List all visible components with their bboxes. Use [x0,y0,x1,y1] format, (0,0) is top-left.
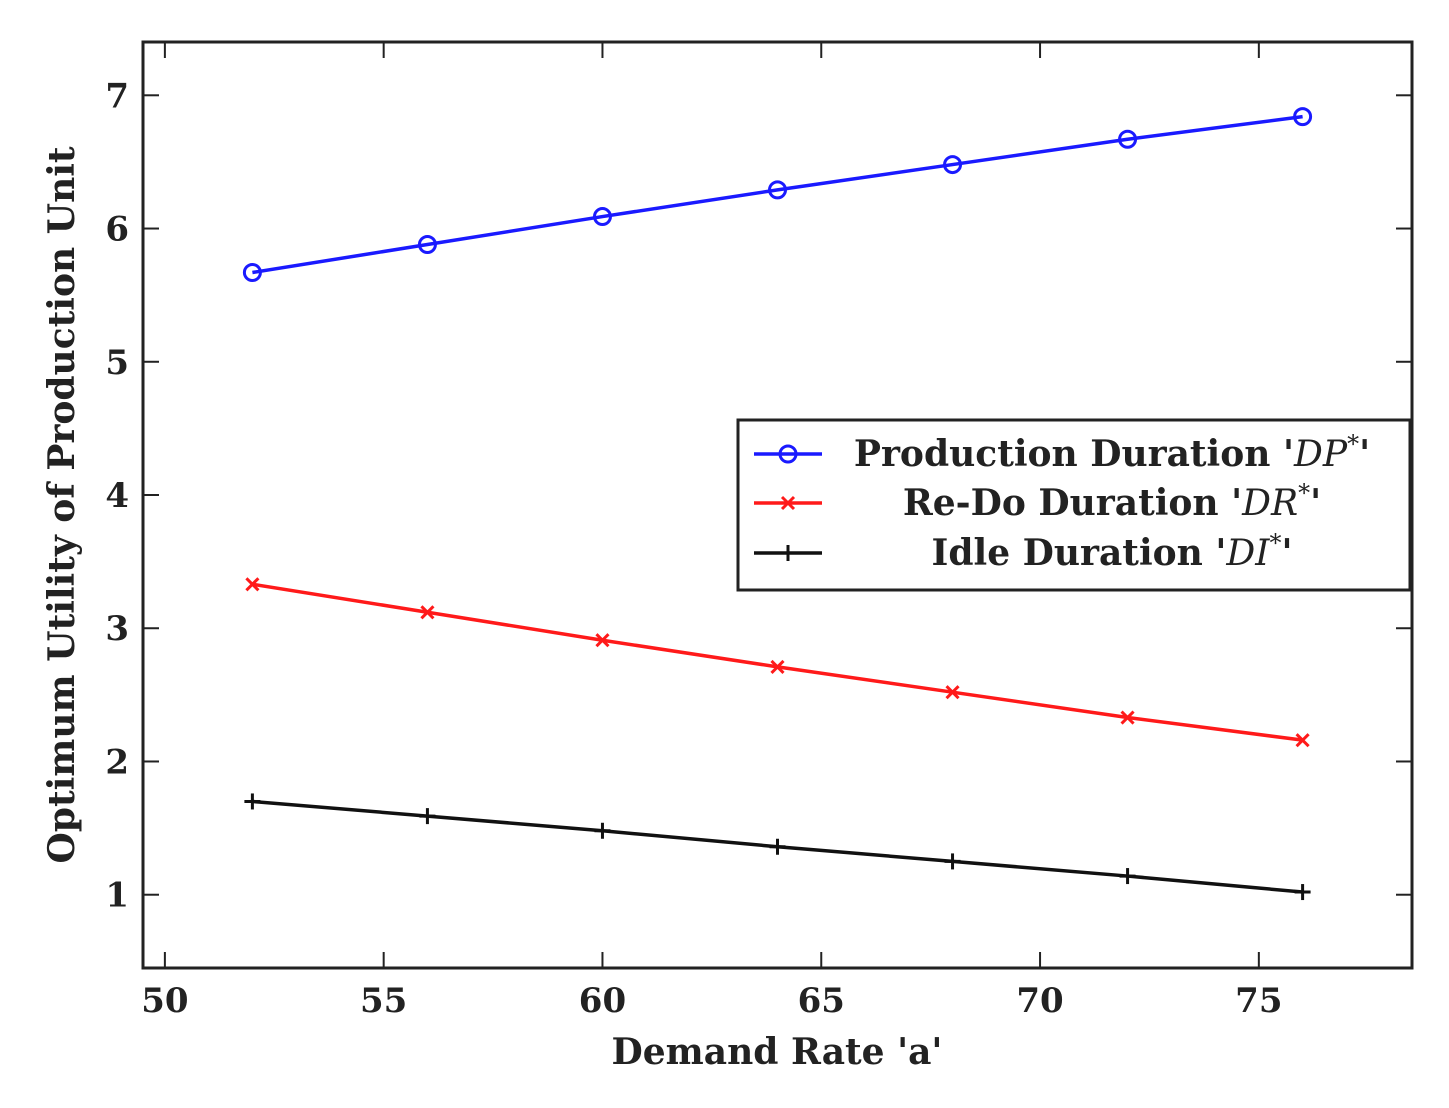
data-point-1-2 [595,633,610,648]
legend-marker-0 [778,444,798,464]
legend-items: Production Duration 'DP*'Re-Do Duration … [754,430,1370,574]
x-tick-label-3: 65 [798,981,845,1021]
data-point-1-4 [945,685,960,700]
series-layer [242,107,1313,901]
legend: Production Duration 'DP*'Re-Do Duration … [736,418,1412,592]
x-tick-label-4: 70 [1016,981,1063,1021]
data-point-0-3 [768,180,787,200]
data-point-1-1 [420,605,435,620]
x-tick-label-1: 55 [360,981,407,1021]
data-point-0-2 [592,207,612,227]
data-point-1-0 [245,577,260,592]
data-point-2-1 [419,808,436,825]
data-point-1-5 [1120,710,1135,725]
data-point-1-6 [1295,733,1310,748]
series-0 [242,107,1313,283]
data-point-2-2 [594,822,611,839]
x-tick-label-5: 75 [1235,981,1282,1021]
y-tick-label-3: 4 [105,476,129,516]
y-tick-label-1: 2 [105,742,129,782]
y-tick-label-6: 7 [105,76,129,116]
legend-item-1: Re-Do Duration 'DR*' [754,479,1321,524]
y-tick-label-0: 1 [105,876,129,916]
data-point-0-1 [417,235,437,255]
legend-marker-1 [780,495,796,511]
legend-box [736,418,1412,592]
x-tick-label-0: 50 [141,981,188,1021]
data-point-1-3 [770,659,785,674]
legend-item-2: Idle Duration 'DI*' [754,529,1292,574]
series-line-0 [252,114,1303,275]
data-point-2-3 [769,838,786,855]
tick-labels: 50 55 60 65 70 75 1 2 3 4 5 6 7 [105,76,1282,1021]
y-tick-label-5: 6 [105,210,129,250]
legend-label-1: Re-Do Duration 'DR*' [903,479,1321,524]
series-1 [245,577,1310,748]
data-point-0-6 [1293,107,1313,127]
data-point-0-5 [1118,129,1138,149]
data-point-0-0 [242,263,262,283]
legend-label-2: Idle Duration 'DI*' [932,529,1293,574]
data-point-2-6 [1294,884,1311,901]
legend-item-0: Production Duration 'DP*' [754,430,1370,475]
y-tick-label-2: 3 [105,609,129,649]
x-axis-label: Demand Rate 'a' [612,1031,943,1073]
data-point-2-5 [1119,868,1136,885]
axis-ticks [143,42,1412,968]
series-2 [244,793,1311,901]
legend-label-0: Production Duration 'DP*' [854,430,1370,475]
x-tick-label-2: 60 [579,981,626,1021]
data-point-2-4 [944,853,961,870]
y-tick-label-4: 5 [105,343,129,383]
legend-marker-2 [780,545,796,561]
data-point-2-0 [244,793,261,810]
data-point-0-4 [943,155,963,175]
y-axis-label: Optimum Utility of Production Unit [41,146,83,863]
